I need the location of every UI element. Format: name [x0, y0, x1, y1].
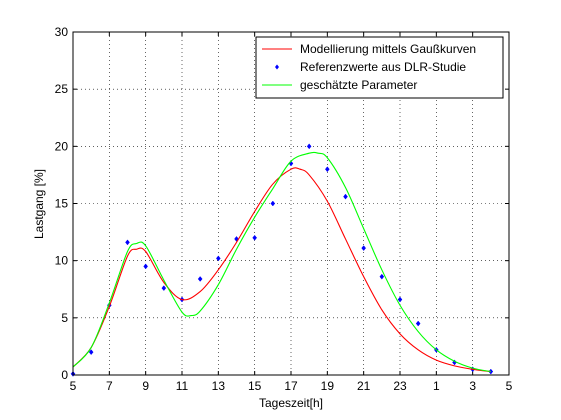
data-point: [161, 285, 167, 292]
x-tick-label: 15: [248, 379, 262, 393]
data-point: [397, 296, 403, 303]
y-tick-label: 5: [61, 311, 68, 325]
y-tick-label: 30: [55, 25, 69, 39]
x-tick-label: 1: [433, 379, 440, 393]
data-point: [197, 276, 203, 282]
legend-box: [255, 36, 504, 99]
x-tick-label: 19: [321, 379, 335, 393]
y-tick-label: 25: [55, 82, 69, 96]
y-tick-label: 15: [55, 197, 69, 211]
y-axis-label: Lastgang [%]: [32, 169, 46, 239]
x-tick-label: 11: [176, 379, 189, 393]
x-tick-label: 23: [393, 379, 407, 393]
x-tick-label: 9: [142, 379, 149, 393]
data-point: [216, 255, 221, 262]
data-point: [361, 245, 366, 251]
x-tick-label: 5: [70, 379, 77, 393]
y-tick-label: 10: [55, 254, 69, 268]
series-line-gesch-tzte-parameter: [72, 151, 491, 373]
legend: Modellierung mittels Gaußkurven Referenzw…: [255, 36, 504, 99]
x-tick-label: 13: [212, 379, 226, 393]
legend-entry-label: geschätzte Parameter: [300, 78, 417, 92]
x-tick-label: 3: [469, 379, 476, 393]
data-point: [270, 200, 276, 207]
data-point: [488, 368, 494, 375]
data-point: [415, 320, 421, 327]
x-tick-label: 21: [357, 379, 371, 393]
legend-entry-label: Modellierung mittels Gaußkurven: [300, 42, 476, 56]
y-tick-label: 0: [61, 368, 68, 382]
axes-frame: [72, 31, 510, 376]
data-point: [125, 239, 130, 246]
data-point: [306, 143, 312, 150]
x-axis-label: Tageszeit[h]: [259, 396, 323, 410]
x-tick-label: 17: [284, 379, 298, 393]
x-tick-label: 7: [106, 379, 113, 393]
data-point: [379, 273, 385, 280]
legend-marker-swatch: [275, 64, 279, 70]
series-line-modellierung-mittels-gau-kurven: [72, 167, 491, 373]
data-point: [252, 234, 257, 241]
y-tick-label: 20: [55, 139, 69, 153]
data-point: [343, 193, 348, 200]
data-point: [325, 166, 330, 173]
data-point: [88, 349, 94, 356]
data-point: [143, 263, 148, 270]
legend-entry-label: Referenzwerte aus DLR-Studie: [300, 60, 466, 74]
x-tick-label: 5: [506, 379, 513, 393]
